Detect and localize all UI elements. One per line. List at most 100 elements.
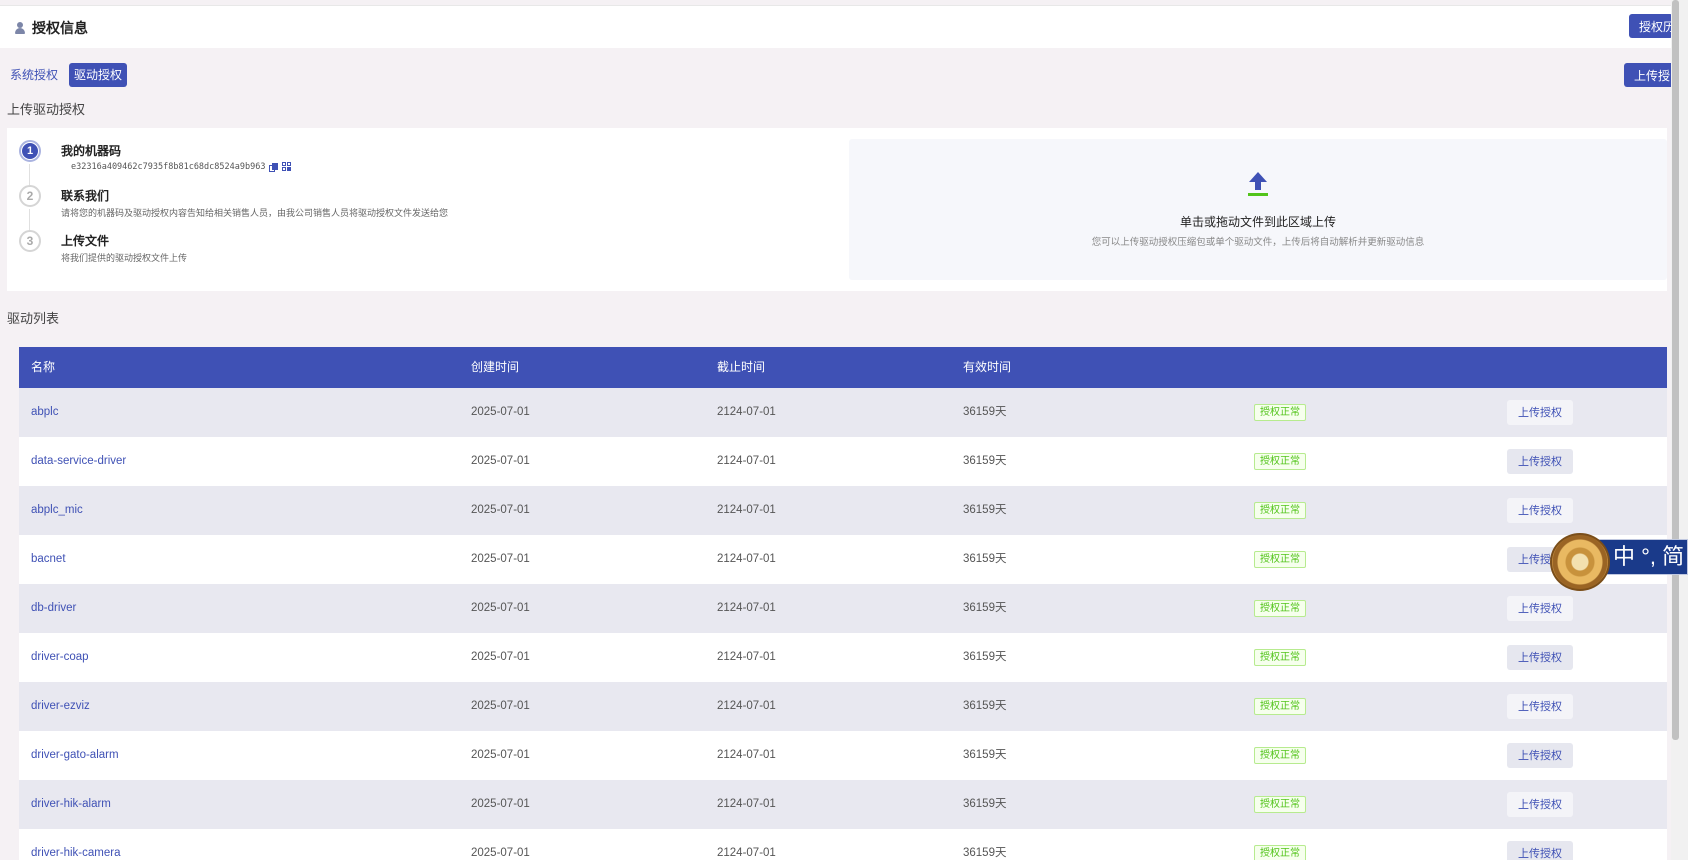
step-3-title: 上传文件: [61, 234, 110, 248]
driver-name-link[interactable]: data-service-driver: [31, 455, 127, 467]
step-1-circle: 1: [19, 140, 41, 162]
valid-days: 36159天: [963, 406, 1007, 418]
upload-auth-button[interactable]: 上传授权: [1507, 596, 1573, 621]
expiry-date: 2124-07-01: [717, 504, 776, 516]
table-row: bacnet 2025-07-01 2124-07-01 36159天 授权正常 上传授权: [19, 535, 1667, 584]
status-badge: 授权正常: [1254, 747, 1306, 764]
ime-toolbar[interactable]: 中 °, 简: [1550, 533, 1688, 591]
expiry-date: 2124-07-01: [717, 651, 776, 663]
dropzone-title: 单击或拖动文件到此区域上传: [1179, 215, 1336, 229]
driver-name-link[interactable]: driver-hik-camera: [31, 847, 121, 859]
created-date: 2025-07-01: [471, 798, 530, 810]
column-header-expires: 截止时间: [717, 360, 766, 374]
step-3-desc: 将我们提供的驱动授权文件上传: [61, 253, 188, 263]
column-header-valid: 有效时间: [963, 360, 1012, 374]
driver-name-link[interactable]: db-driver: [31, 602, 77, 614]
created-date: 2025-07-01: [471, 504, 530, 516]
upload-auth-button[interactable]: 上传授权: [1507, 743, 1573, 768]
driver-list-title: 驱动列表: [7, 311, 60, 326]
tab-system-auth[interactable]: 系统授权: [10, 68, 59, 82]
created-date: 2025-07-01: [471, 602, 530, 614]
ime-toolbar-text[interactable]: 中 °, 简: [1590, 539, 1688, 575]
upload-auth-top-button[interactable]: 上传授: [1624, 63, 1674, 87]
auth-history-button[interactable]: 授权历: [1629, 14, 1673, 38]
page-scrollbar[interactable]: [1671, 0, 1688, 860]
driver-name-link[interactable]: driver-ezviz: [31, 700, 90, 712]
driver-name-link[interactable]: abplc_mic: [31, 504, 83, 516]
table-row: driver-ezviz 2025-07-01 2124-07-01 36159天 授权…: [19, 682, 1667, 731]
created-date: 2025-07-01: [471, 406, 530, 418]
upload-arrow-icon: [1248, 172, 1268, 196]
upload-auth-button[interactable]: 上传授权: [1507, 645, 1573, 670]
upload-auth-button[interactable]: 上传授权: [1507, 400, 1573, 425]
machine-code: e32316a409462c7935f8b81c68dc8524a9b963: [71, 162, 292, 172]
copy-icon[interactable]: [269, 162, 279, 172]
status-badge: 授权正常: [1254, 845, 1306, 860]
status-badge: 授权正常: [1254, 453, 1306, 470]
status-badge: 授权正常: [1254, 551, 1306, 568]
created-date: 2025-07-01: [471, 749, 530, 761]
valid-days: 36159天: [963, 798, 1007, 810]
created-date: 2025-07-01: [471, 700, 530, 712]
status-badge: 授权正常: [1254, 698, 1306, 715]
expiry-date: 2124-07-01: [717, 749, 776, 761]
upload-auth-button[interactable]: 上传授权: [1507, 694, 1573, 719]
ime-mascot-icon[interactable]: [1550, 533, 1610, 591]
valid-days: 36159天: [963, 504, 1007, 516]
expiry-date: 2124-07-01: [717, 700, 776, 712]
valid-days: 36159天: [963, 602, 1007, 614]
upload-auth-button[interactable]: 上传授权: [1507, 841, 1573, 860]
driver-table: 名称 创建时间 截止时间 有效时间 abplc 2025-07-01 2124-07…: [19, 347, 1667, 860]
created-date: 2025-07-01: [471, 651, 530, 663]
upload-auth-button[interactable]: 上传授权: [1507, 498, 1573, 523]
table-row: driver-coap 2025-07-01 2124-07-01 36159天 授权正…: [19, 633, 1667, 682]
upload-dropzone[interactable]: 单击或拖动文件到此区域上传 您可以上传驱动授权压缩包或单个驱动文件，上传后将自动…: [849, 139, 1667, 280]
step-3-circle: 3: [19, 230, 41, 252]
step-1-title: 我的机器码: [61, 144, 122, 158]
step-connector: [29, 209, 30, 231]
upload-auth-button[interactable]: 上传授权: [1507, 792, 1573, 817]
created-date: 2025-07-01: [471, 553, 530, 565]
expiry-date: 2124-07-01: [717, 455, 776, 467]
expiry-date: 2124-07-01: [717, 406, 776, 418]
table-row: abplc 2025-07-01 2124-07-01 36159天 授权正常 上传授权: [19, 388, 1667, 437]
qr-code-icon[interactable]: [282, 162, 292, 172]
table-row: driver-hik-alarm 2025-07-01 2124-07-01 3615…: [19, 780, 1667, 829]
status-badge: 授权正常: [1254, 796, 1306, 813]
expiry-date: 2124-07-01: [717, 602, 776, 614]
driver-name-link[interactable]: abplc: [31, 406, 59, 418]
step-2-title: 联系我们: [61, 189, 110, 203]
scrollbar-thumb[interactable]: [1672, 0, 1679, 740]
upload-auth-button[interactable]: 上传授权: [1507, 449, 1573, 474]
created-date: 2025-07-01: [471, 455, 530, 467]
user-icon: [14, 22, 26, 34]
step-connector: [29, 164, 30, 186]
expiry-date: 2124-07-01: [717, 798, 776, 810]
valid-days: 36159天: [963, 651, 1007, 663]
step-2-circle: 2: [19, 185, 41, 207]
upload-card: 1 我的机器码 e32316a409462c7935f8b81c68dc8524…: [7, 128, 1667, 291]
table-row: driver-gato-alarm 2025-07-01 2124-07-01 361…: [19, 731, 1667, 780]
table-row: driver-hik-camera 2025-07-01 2124-07-01 361…: [19, 829, 1667, 860]
table-row: data-service-driver 2025-07-01 2124-07-01 3…: [19, 437, 1667, 486]
column-header-created: 创建时间: [471, 360, 520, 374]
tab-driver-auth[interactable]: 驱动授权: [69, 63, 128, 87]
valid-days: 36159天: [963, 847, 1007, 859]
machine-code-value: e32316a409462c7935f8b81c68dc8524a9b963: [71, 162, 266, 172]
upload-section-title: 上传驱动授权: [7, 102, 86, 117]
driver-name-link[interactable]: driver-hik-alarm: [31, 798, 111, 810]
step-1-number: 1: [22, 143, 38, 159]
valid-days: 36159天: [963, 749, 1007, 761]
driver-name-link[interactable]: bacnet: [31, 553, 66, 565]
table-header: 名称 创建时间 截止时间 有效时间: [19, 347, 1667, 388]
expiry-date: 2124-07-01: [717, 847, 776, 859]
driver-name-link[interactable]: driver-gato-alarm: [31, 749, 119, 761]
created-date: 2025-07-01: [471, 847, 530, 859]
table-row: db-driver 2025-07-01 2124-07-01 36159天 授权正常 上…: [19, 584, 1667, 633]
driver-name-link[interactable]: driver-coap: [31, 651, 89, 663]
valid-days: 36159天: [963, 700, 1007, 712]
dropzone-desc: 您可以上传驱动授权压缩包或单个驱动文件，上传后将自动解析并更新驱动信息: [1091, 237, 1425, 248]
page-header: 授权信息 授权历: [0, 5, 1688, 48]
table-row: abplc_mic 2025-07-01 2124-07-01 36159天 授权正常 上…: [19, 486, 1667, 535]
